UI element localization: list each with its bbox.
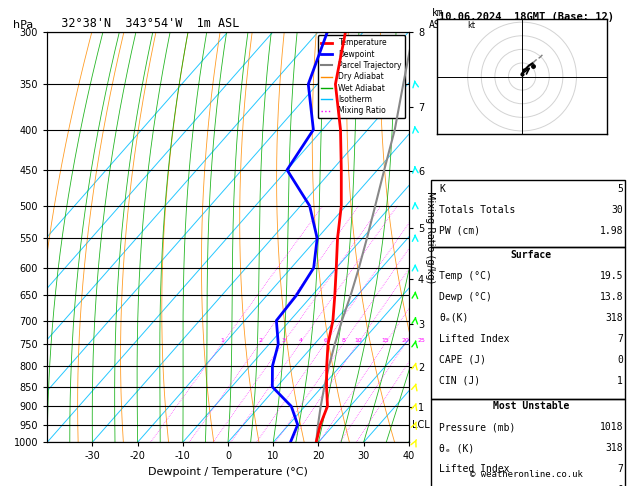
Text: 3: 3 [281,338,285,343]
Text: 0: 0 [617,355,623,365]
Text: Lifted Index: Lifted Index [439,334,509,344]
Text: PW (cm): PW (cm) [439,226,480,236]
Text: 5: 5 [617,184,623,194]
Text: 1.98: 1.98 [599,226,623,236]
Text: Most Unstable: Most Unstable [493,401,569,412]
Text: 25: 25 [418,338,425,343]
Text: Surface: Surface [510,250,552,260]
Text: 30: 30 [611,205,623,215]
Text: 7: 7 [617,464,623,474]
Text: 8: 8 [342,338,345,343]
Text: CAPE (J): CAPE (J) [439,355,486,365]
X-axis label: Dewpoint / Temperature (°C): Dewpoint / Temperature (°C) [148,467,308,477]
Text: 13.8: 13.8 [599,292,623,302]
Text: Pressure (mb): Pressure (mb) [439,422,515,433]
Text: CAPE (J): CAPE (J) [439,485,486,486]
Text: 7: 7 [617,334,623,344]
Text: 2: 2 [258,338,262,343]
Text: 0: 0 [617,485,623,486]
Bar [431,247,625,399]
Text: km
ASL: km ASL [429,8,447,30]
Text: θₑ (K): θₑ (K) [439,443,474,453]
Text: Temp (°C): Temp (°C) [439,271,492,281]
Legend: Temperature, Dewpoint, Parcel Trajectory, Dry Adiabat, Wet Adiabat, Isotherm, Mi: Temperature, Dewpoint, Parcel Trajectory… [318,35,405,118]
Text: 19.5: 19.5 [599,271,623,281]
Text: Lifted Index: Lifted Index [439,464,509,474]
Text: © weatheronline.co.uk: © weatheronline.co.uk [470,469,583,479]
Text: 1: 1 [221,338,225,343]
Y-axis label: Mixing Ratio (g/kg): Mixing Ratio (g/kg) [425,191,435,283]
Text: 32°38'N  343°54'W  1m ASL: 32°38'N 343°54'W 1m ASL [47,17,240,31]
Text: 4: 4 [298,338,303,343]
Text: CIN (J): CIN (J) [439,376,480,386]
Text: θₑ(K): θₑ(K) [439,313,468,323]
Text: K: K [439,184,445,194]
Text: 10.06.2024  18GMT (Base: 12): 10.06.2024 18GMT (Base: 12) [439,12,615,22]
Bar [431,180,625,247]
Text: LCL: LCL [413,420,430,430]
Text: 318: 318 [605,443,623,453]
Text: kt: kt [468,20,476,30]
Text: Totals Totals: Totals Totals [439,205,515,215]
Text: hPa: hPa [13,19,33,30]
Text: 10: 10 [354,338,362,343]
Text: 1: 1 [617,376,623,386]
Text: 20: 20 [402,338,409,343]
Text: Dewp (°C): Dewp (°C) [439,292,492,302]
Text: 1018: 1018 [599,422,623,433]
Bar [431,399,625,486]
Text: 15: 15 [382,338,389,343]
Text: 6: 6 [323,338,327,343]
Text: 318: 318 [605,313,623,323]
